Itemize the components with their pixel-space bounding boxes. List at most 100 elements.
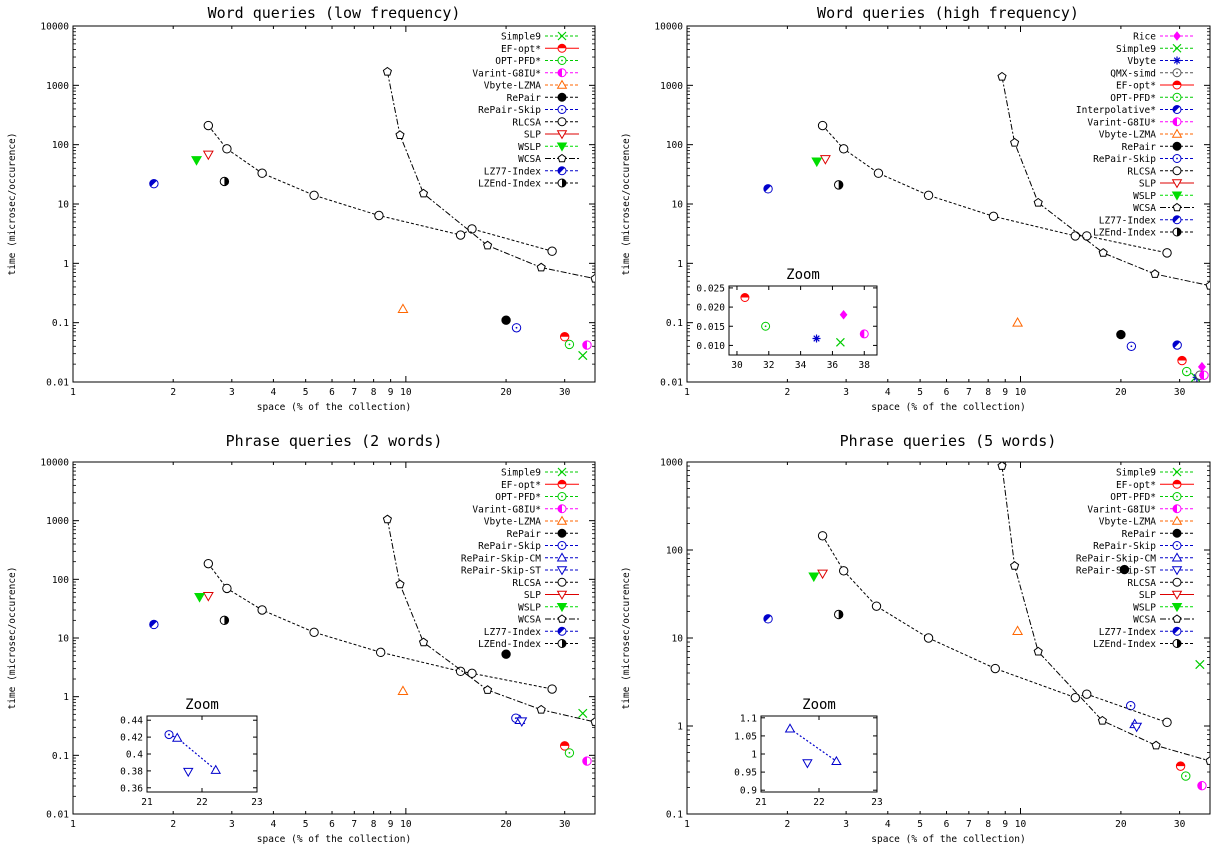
point-repair (501, 649, 511, 659)
legend-label: OPT-PFD* (495, 492, 541, 503)
legend-marker (557, 614, 567, 623)
point-rlcsa (817, 531, 828, 541)
legend-item-rlcsa: RLCSA (512, 577, 579, 589)
point-opt-pfd (1181, 366, 1192, 377)
legend-label: RePair-Skip-CM (1076, 553, 1156, 564)
legend-label: EF-opt* (1116, 480, 1156, 491)
y-tick-label: 10 (672, 634, 684, 645)
legend-marker (557, 528, 567, 538)
series-wslp (194, 593, 206, 603)
point-rlcsa (1082, 231, 1092, 241)
legend-marker (557, 577, 567, 587)
legend-label: LZEnd-Index (1093, 228, 1156, 239)
legend-label: SLP (524, 130, 541, 141)
inset-frame (146, 715, 258, 793)
point-vbyte-lzma (397, 685, 409, 695)
legend-label: Vbyte (1127, 56, 1156, 67)
point-wcsa (590, 717, 595, 726)
point-lz77-index (149, 178, 159, 189)
legend-marker (557, 43, 567, 53)
x-tick-label: 1 (684, 387, 690, 398)
zoom-inset: Zoom 21 22 23 0.36 0.38 0.4 0.42 0.44 (120, 697, 263, 808)
legend-item-lz77-index: LZ77-Index (484, 626, 579, 638)
legend-label: LZ77-Index (1099, 215, 1156, 226)
point-rlcsa (203, 120, 214, 131)
legend-marker (556, 515, 568, 525)
legend-label: RLCSA (512, 578, 541, 589)
x-tick-label: 6 (944, 819, 950, 830)
inset-y-tick-label: 0.9 (740, 786, 757, 797)
legend-label: Vbyte-LZMA (484, 81, 541, 92)
legend-item-varint-g8iu: Varint-G8IU* (1087, 504, 1194, 515)
point-wcsa (536, 704, 546, 714)
series-vbyte-lzma (397, 303, 409, 313)
legend-item-repair-skip-cm: RePair-Skip-CM (461, 552, 579, 564)
legend-marker (1172, 117, 1182, 127)
y-tick-label: 1000 (46, 516, 69, 527)
point-rlcsa (923, 633, 934, 643)
point-rlcsa (222, 583, 232, 594)
point-repair (501, 315, 511, 325)
legend-label: OPT-PFD* (1110, 492, 1156, 503)
legend-item-lzend-index: LZEnd-Index (1093, 639, 1194, 650)
point-rlcsa (1070, 231, 1081, 241)
legend-item-repair: RePair (507, 92, 579, 104)
point-varint-g8iu (1197, 780, 1207, 791)
legend-marker (1172, 227, 1182, 237)
series-rlcsa (203, 120, 557, 256)
legend-marker (1172, 614, 1182, 623)
legend-marker (1171, 179, 1183, 189)
point-rlcsa (309, 627, 319, 638)
y-tick-label: 1 (63, 692, 69, 703)
point-ef-opt (1177, 355, 1187, 366)
inset-y-tick-label: 1.1 (740, 713, 757, 724)
point-rlcsa (257, 168, 267, 178)
legend-item-qmx-simd: QMX-simd (1110, 68, 1194, 79)
legend-marker (1172, 202, 1182, 212)
series-ef-opt (1177, 355, 1187, 366)
series-varint-g8iu (582, 340, 592, 350)
chart-title: Phrase queries (5 words) (840, 432, 1057, 450)
inset-y-tick-label: 0.020 (696, 303, 725, 314)
y-tick-label: 0.01 (46, 378, 69, 389)
point-wcsa (1010, 561, 1020, 570)
legend-label: RePair (1122, 529, 1157, 540)
point-opt-pfd (564, 748, 575, 758)
series-repair (501, 315, 511, 325)
x-axis-label: space (% of the collection) (257, 402, 411, 413)
legend-label: RePair-Skip-ST (1076, 566, 1156, 577)
legend-item-slp: SLP (524, 590, 579, 601)
inset-x-tick-label: 38 (859, 360, 871, 371)
series-opt-pfd (1181, 366, 1192, 377)
legend-item-varint-g8iu: Varint-G8IU* (472, 504, 579, 515)
x-tick-label: 7 (966, 387, 972, 398)
legend-label: SLP (524, 590, 541, 601)
y-axis-label: time (microsec/occurence) (7, 133, 18, 276)
point-interpolative (1172, 340, 1182, 350)
point-varint-g8iu (582, 340, 592, 350)
x-tick-label: 2 (785, 819, 791, 830)
legend-marker (1172, 541, 1182, 550)
series-wcsa (382, 66, 595, 283)
series-wcsa (997, 71, 1210, 290)
inset-point-repair-skip (164, 730, 174, 740)
legend-item-ef-opt: EF-opt* (1116, 80, 1194, 92)
legend-label: WSLP (1133, 602, 1156, 613)
x-tick-label: 30 (559, 387, 571, 398)
legend-item-opt-pfd: OPT-PFD* (1110, 492, 1194, 503)
inset-x-tick-label: 22 (813, 797, 824, 808)
legend-label: RePair (507, 93, 542, 104)
point-wcsa (997, 462, 1007, 470)
x-tick-label: 5 (917, 387, 923, 398)
series-opt-pfd (564, 339, 575, 350)
x-tick-label: 2 (785, 387, 791, 398)
legend-item-varint-g8iu: Varint-G8IU* (1087, 117, 1194, 128)
series-vbyte-lzma (1012, 625, 1024, 635)
point-rlcsa (990, 663, 1000, 674)
series-line-rlcsa (822, 535, 1168, 723)
series-line-wcsa (386, 519, 595, 723)
inset-point-repair-skip-st (182, 767, 194, 778)
legend-item-varint-g8iu: Varint-G8IU* (472, 68, 579, 79)
legend-label: RePair-Skip-ST (461, 566, 541, 577)
